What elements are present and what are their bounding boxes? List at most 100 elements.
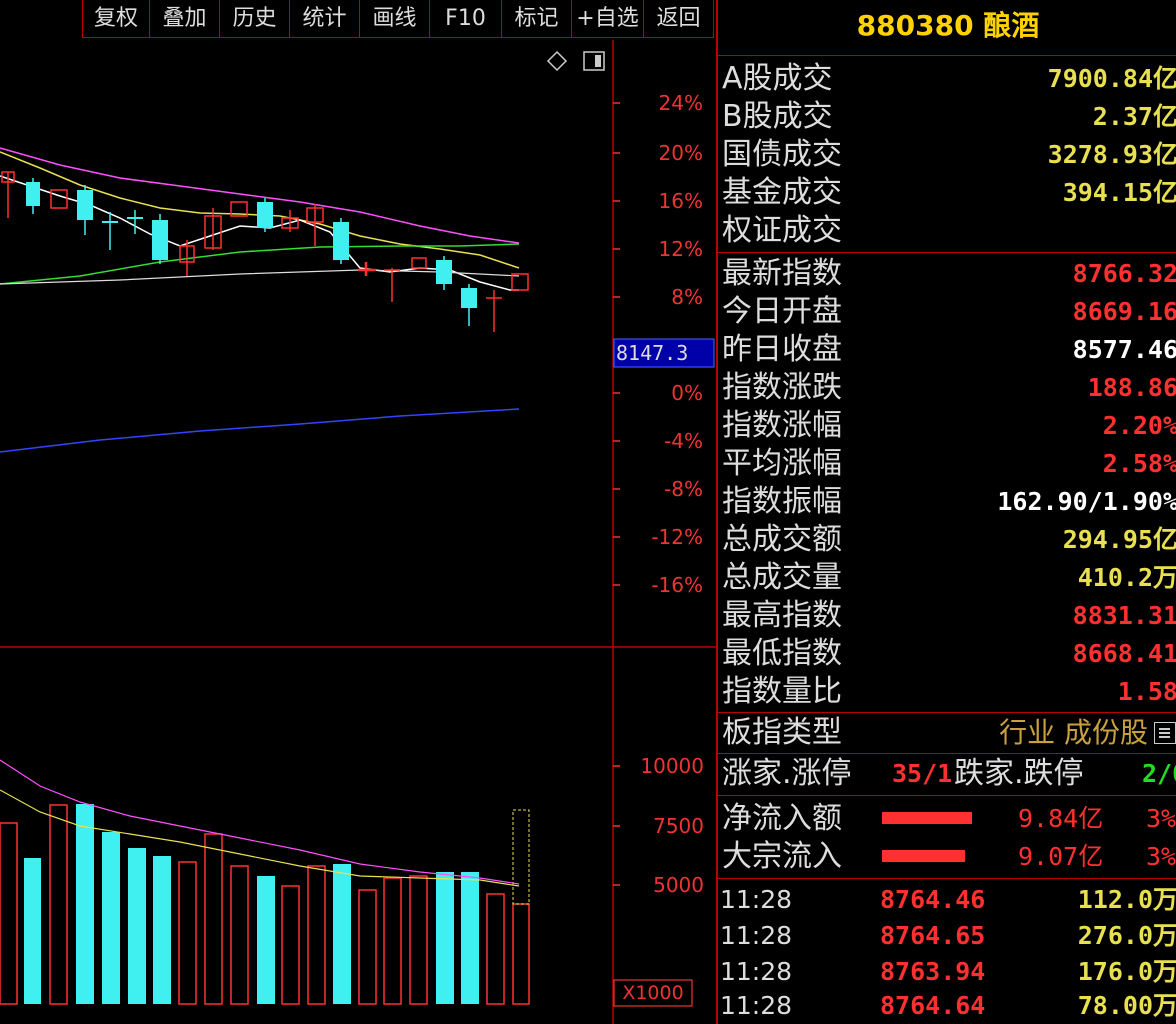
index-row-label: 今日开盘 xyxy=(722,294,842,329)
volume-bar xyxy=(383,877,402,1005)
mark-button[interactable]: 标记 xyxy=(502,0,572,38)
candle xyxy=(436,256,452,290)
tick-row: 11:28 8764.46 112.0万 xyxy=(718,882,1176,918)
rise-label: 涨家.涨停 xyxy=(722,756,852,791)
f10-button[interactable]: F10 xyxy=(430,0,502,38)
volume-ma-yellow xyxy=(0,789,520,887)
net-inflow-bar xyxy=(882,812,972,824)
index-row-value: 294.95亿 xyxy=(1062,525,1176,554)
tick-price: 8764.65 xyxy=(880,921,986,950)
index-row-value: 410.2万 xyxy=(1077,563,1176,592)
volume-bar xyxy=(409,875,428,1005)
tick-row: 11:28 8764.64 78.00万 xyxy=(718,988,1176,1024)
index-row-label: 最新指数 xyxy=(722,256,842,291)
index-row: 总成交额 294.95亿 xyxy=(718,521,1176,559)
candle xyxy=(26,178,40,214)
market-row-label: 国债成交 xyxy=(722,137,842,172)
current-price-marker xyxy=(613,338,715,368)
index-row-label: 总成交额 xyxy=(722,522,842,557)
current-price-label: 8147.3 xyxy=(616,341,689,365)
candle xyxy=(127,210,143,234)
index-row-label: 指数量比 xyxy=(722,674,842,709)
volume-bar xyxy=(307,865,326,1005)
block-inflow-pct: 3% xyxy=(1146,842,1176,871)
pct-label: -12% xyxy=(651,525,703,549)
pct-label: 12% xyxy=(658,237,703,261)
market-row-label: 权证成交 xyxy=(722,213,842,248)
index-row: 指数涨跌 188.86 xyxy=(718,369,1176,407)
overlay-button[interactable]: 叠加 xyxy=(150,0,220,38)
market-row: 基金成交 394.15亿 xyxy=(718,174,1176,212)
index-row-value: 188.86 xyxy=(1087,373,1176,402)
candle xyxy=(102,212,118,250)
back-button[interactable]: 返回 xyxy=(644,0,714,38)
pct-label: 0% xyxy=(671,381,703,405)
volume-bar xyxy=(128,848,146,1004)
pct-label: -4% xyxy=(664,429,703,453)
candle xyxy=(152,214,168,264)
panel-toggle-icon[interactable] xyxy=(583,51,605,71)
volume-bar xyxy=(153,856,171,1004)
candle xyxy=(179,240,195,276)
volume-bar xyxy=(461,872,479,1004)
pct-label: 20% xyxy=(658,141,703,165)
volume-unit-label: X1000 xyxy=(622,982,684,1004)
index-row-value: 8577.46 xyxy=(1072,335,1176,364)
volume-bar xyxy=(486,893,505,1005)
tick-price: 8763.94 xyxy=(880,957,986,986)
tick-time: 11:28 xyxy=(720,957,793,986)
add-watchlist-button[interactable]: +自选 xyxy=(572,0,644,38)
restore-rights-button[interactable]: 复权 xyxy=(82,0,150,38)
volume-bar xyxy=(49,804,68,1005)
ma250-line xyxy=(0,408,520,453)
kline-chart[interactable] xyxy=(0,0,716,1024)
index-row: 平均涨幅 2.58% xyxy=(718,445,1176,483)
volume-bar xyxy=(204,833,223,1005)
index-row-value: 162.90/1.90% xyxy=(997,487,1176,516)
history-button[interactable]: 历史 xyxy=(220,0,290,38)
volume-bar xyxy=(512,903,530,1005)
net-inflow-pct: 3% xyxy=(1146,804,1176,833)
candle xyxy=(384,268,400,302)
pct-axis-ticks xyxy=(613,102,620,886)
statistics-button[interactable]: 统计 xyxy=(290,0,360,38)
divider xyxy=(718,252,1176,253)
index-type-value: 行业 成份股 xyxy=(999,716,1148,749)
market-row-value: 394.15亿 xyxy=(1062,178,1176,207)
net-inflow-label: 净流入额 xyxy=(722,801,842,836)
volume-bar xyxy=(24,858,41,1004)
ma-flat-line xyxy=(0,269,520,285)
index-row-label: 昨日收盘 xyxy=(722,332,842,367)
draw-line-button[interactable]: 画线 xyxy=(360,0,430,38)
index-row-value: 8669.16 xyxy=(1072,297,1176,326)
volume-bar xyxy=(257,876,275,1004)
pct-label: -8% xyxy=(664,477,703,501)
tick-volume: 78.00万 xyxy=(1077,991,1176,1020)
index-row: 最低指数 8668.41 xyxy=(718,635,1176,673)
market-row-label: A股成交 xyxy=(722,61,833,96)
candle xyxy=(411,257,427,269)
tick-time: 11:28 xyxy=(720,991,793,1020)
chart-toolbar: 复权 叠加 历史 统计 画线 F10 标记 +自选 返回 xyxy=(0,0,716,40)
net-inflow-amount: 9.84亿 xyxy=(1018,804,1104,833)
market-row: 国债成交 3278.93亿 xyxy=(718,136,1176,174)
divider xyxy=(718,712,1176,713)
volume-bar xyxy=(0,822,18,1005)
index-row: 昨日收盘 8577.46 xyxy=(718,331,1176,369)
diamond-icon[interactable] xyxy=(546,50,568,72)
index-row-value: 8668.41 xyxy=(1072,639,1176,668)
index-row: 最新指数 8766.32 xyxy=(718,255,1176,293)
block-inflow-row: 大宗流入 9.07亿 3% xyxy=(718,838,1176,876)
ma60-line xyxy=(0,243,520,285)
candle xyxy=(461,284,477,326)
index-row-label: 最高指数 xyxy=(722,598,842,633)
candle xyxy=(306,204,324,246)
list-icon[interactable] xyxy=(1154,722,1176,744)
index-row-label: 指数涨跌 xyxy=(722,370,842,405)
index-row-value: 1.58 xyxy=(1117,677,1176,706)
index-row-label: 平均涨幅 xyxy=(722,446,842,481)
volume-bar xyxy=(178,861,197,1005)
index-title: 880380 酿酒 xyxy=(718,0,1176,56)
candle xyxy=(230,201,248,217)
market-row-label: 基金成交 xyxy=(722,175,842,210)
